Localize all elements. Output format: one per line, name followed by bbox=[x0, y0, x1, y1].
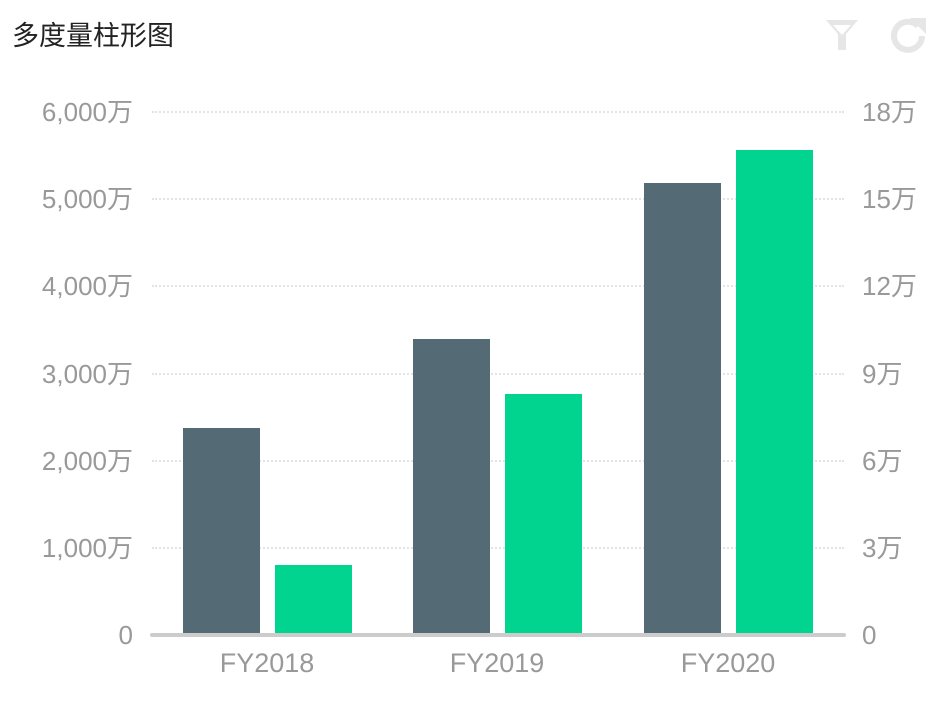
bar-fy2018-series2[interactable] bbox=[275, 565, 352, 635]
bar-fy2018-series1[interactable] bbox=[183, 427, 260, 635]
gridline bbox=[152, 459, 844, 462]
left-axis-tick: 2,000万 bbox=[41, 445, 133, 476]
bar-fy2020-series2[interactable] bbox=[736, 149, 813, 635]
x-axis-label: FY2019 bbox=[449, 648, 545, 678]
left-axis-tick: 4,000万 bbox=[41, 271, 133, 302]
left-axis-tick: 1,000万 bbox=[41, 532, 133, 563]
left-axis-tick: 0 bbox=[118, 620, 133, 650]
refresh-icon bbox=[891, 18, 926, 53]
gridline bbox=[152, 198, 844, 201]
right-axis-tick: 3万 bbox=[862, 532, 903, 563]
right-axis-tick: 18万 bbox=[862, 97, 917, 127]
left-axis-tick: 6,000万 bbox=[41, 97, 133, 127]
gridline bbox=[152, 111, 844, 113]
chart-title: 多度量柱形图 bbox=[12, 21, 174, 52]
filter-button[interactable] bbox=[822, 14, 862, 54]
gridline bbox=[152, 285, 844, 288]
x-axis-line bbox=[150, 633, 846, 637]
right-axis-tick: 9万 bbox=[862, 358, 903, 389]
x-axis-label: FY2020 bbox=[680, 648, 776, 678]
x-axis-label: FY2018 bbox=[219, 648, 315, 678]
left-axis-tick: 3,000万 bbox=[41, 358, 133, 389]
right-axis-tick: 0 bbox=[862, 620, 877, 650]
right-axis-tick: 6万 bbox=[862, 445, 903, 476]
filter-icon bbox=[826, 20, 858, 50]
refresh-button[interactable] bbox=[888, 14, 928, 54]
bar-fy2020-series1[interactable] bbox=[644, 182, 721, 635]
bar-fy2019-series2[interactable] bbox=[505, 393, 582, 635]
right-axis-tick: 12万 bbox=[862, 271, 917, 302]
right-axis-tick: 15万 bbox=[862, 184, 917, 215]
gridline bbox=[152, 546, 844, 549]
left-axis-tick: 5,000万 bbox=[41, 184, 133, 215]
gridline bbox=[152, 372, 844, 375]
bar-fy2019-series1[interactable] bbox=[413, 338, 490, 635]
